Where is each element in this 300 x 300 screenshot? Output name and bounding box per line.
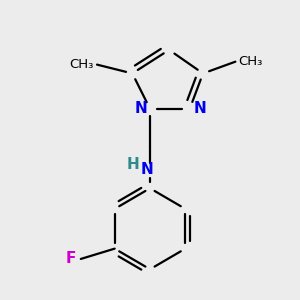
Text: CH₃: CH₃ [70, 58, 94, 71]
Text: CH₃: CH₃ [238, 55, 263, 68]
Text: H: H [127, 157, 140, 172]
Text: N: N [134, 101, 147, 116]
Text: N: N [141, 162, 153, 177]
Text: N: N [193, 101, 206, 116]
Text: F: F [66, 251, 76, 266]
